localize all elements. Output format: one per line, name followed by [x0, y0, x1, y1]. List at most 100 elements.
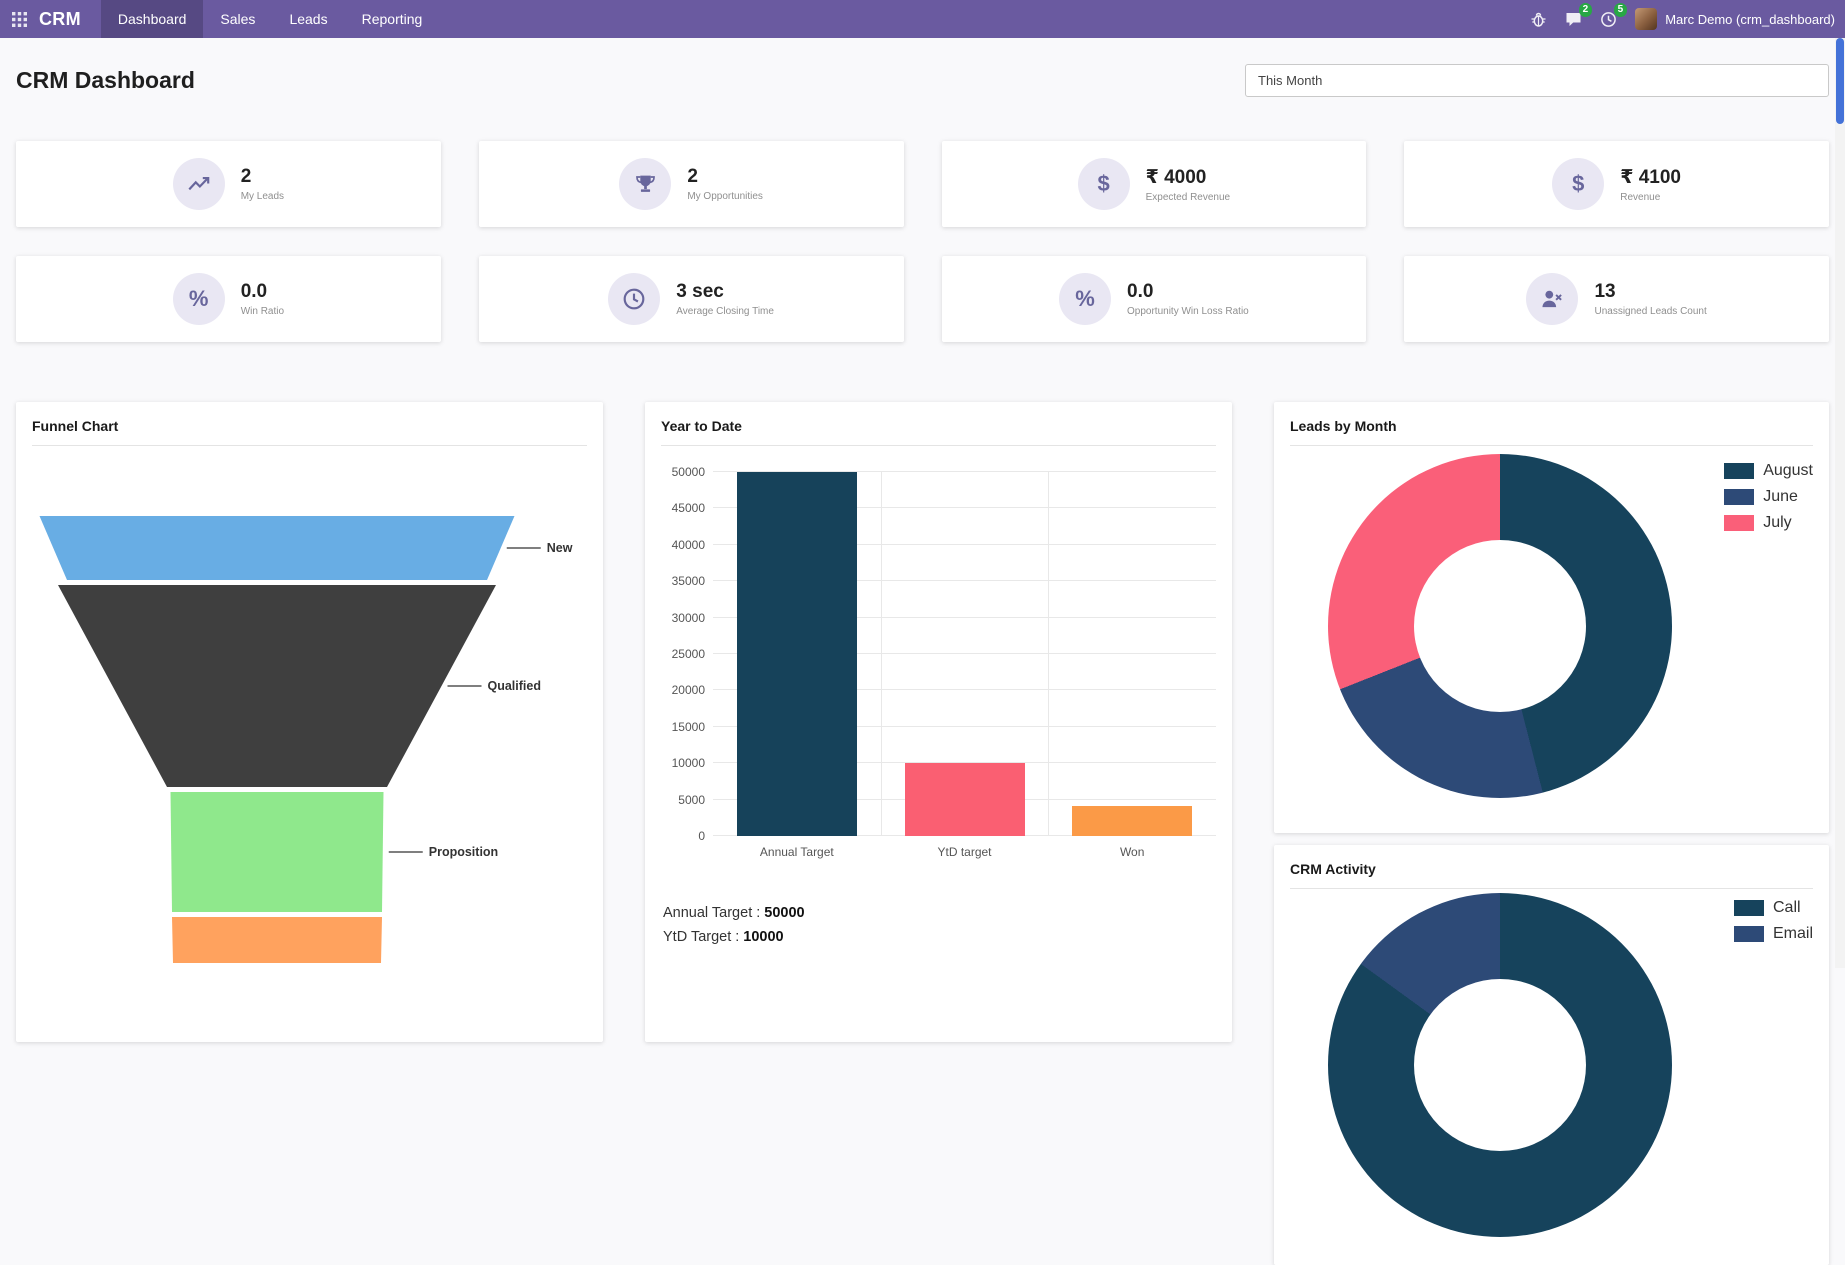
nav-item-dashboard[interactable]: Dashboard: [101, 0, 204, 38]
legend-item[interactable]: Call: [1734, 899, 1813, 917]
period-filter-input[interactable]: [1245, 64, 1829, 97]
bar-ytd-target[interactable]: [905, 763, 1025, 836]
kpi-label: Expected Revenue: [1146, 192, 1231, 203]
apps-grid-icon: [12, 12, 27, 27]
y-tick-label: 0: [661, 829, 705, 843]
leads-legend: August June July: [1724, 462, 1813, 540]
kpi-label: Win Ratio: [241, 306, 284, 317]
percent-icon: %: [189, 286, 209, 312]
y-tick-label: 45000: [661, 501, 705, 515]
y-tick-label: 30000: [661, 611, 705, 625]
scrollbar-track[interactable]: [1835, 38, 1845, 968]
legend-swatch: [1724, 515, 1754, 531]
kpi-card-my-opportunities[interactable]: 2 My Opportunities: [479, 141, 904, 227]
kpi-value: 0.0: [1127, 281, 1249, 303]
funnel-chart-card: Funnel Chart New Qualified Proposition: [16, 402, 603, 1042]
activity-legend: Call Email: [1734, 899, 1813, 951]
page-title: CRM Dashboard: [16, 67, 195, 94]
trophy-icon: [633, 172, 658, 197]
kpi-card-average-closing-time[interactable]: 3 sec Average Closing Time: [479, 256, 904, 342]
avatar: [1635, 8, 1657, 30]
gridline: [1048, 472, 1049, 836]
top-navbar: CRM Dashboard Sales Leads Reporting 2 5: [0, 0, 1845, 38]
kpi-card-opportunity-win-loss-ratio[interactable]: % 0.0 Opportunity Win Loss Ratio: [942, 256, 1367, 342]
legend-label: June: [1763, 488, 1798, 506]
user-menu[interactable]: Marc Demo (crm_dashboard): [1626, 8, 1835, 30]
funnel-stage[interactable]: [172, 917, 382, 963]
bar-annual-target[interactable]: [737, 472, 857, 836]
y-tick-label: 40000: [661, 538, 705, 552]
kpi-card-unassigned-leads[interactable]: 13 Unassigned Leads Count: [1404, 256, 1829, 342]
scrollbar-thumb[interactable]: [1836, 38, 1844, 124]
donut-hole: [1414, 540, 1586, 712]
legend-item[interactable]: July: [1724, 514, 1813, 532]
y-tick-label: 20000: [661, 683, 705, 697]
kpi-card-my-leads[interactable]: 2 My Leads: [16, 141, 441, 227]
legend-label: Call: [1773, 899, 1801, 917]
y-tick-label: 25000: [661, 647, 705, 661]
legend-swatch: [1734, 926, 1764, 942]
funnel-stage-label: Proposition: [429, 845, 498, 859]
legend-swatch: [1734, 900, 1764, 916]
app-title[interactable]: CRM: [39, 0, 101, 38]
bar-footer: Annual Target :50000 YtD Target :10000: [663, 905, 1216, 945]
page-header: CRM Dashboard: [16, 38, 1829, 97]
kpi-label: Opportunity Win Loss Ratio: [1127, 306, 1249, 317]
kpi-card-revenue[interactable]: $ ₹ 4100 Revenue: [1404, 141, 1829, 227]
funnel-chart-title: Funnel Chart: [32, 418, 587, 446]
funnel-stage[interactable]: [40, 516, 515, 580]
leads-by-month-title: Leads by Month: [1290, 418, 1813, 446]
y-tick-label: 5000: [661, 793, 705, 807]
legend-swatch: [1724, 489, 1754, 505]
messages-button[interactable]: 2: [1556, 0, 1591, 38]
activities-badge: 5: [1614, 3, 1628, 17]
messages-badge: 2: [1579, 3, 1593, 17]
activity-donut[interactable]: [1328, 893, 1672, 1237]
nav-item-leads[interactable]: Leads: [272, 0, 344, 38]
kpi-label: My Leads: [241, 191, 284, 202]
annual-target-line: Annual Target :50000: [663, 905, 1216, 921]
leads-donut[interactable]: [1328, 454, 1672, 798]
legend-item[interactable]: Email: [1734, 925, 1813, 943]
kpi-card-win-ratio[interactable]: % 0.0 Win Ratio: [16, 256, 441, 342]
gridline: [881, 472, 882, 836]
debug-button[interactable]: [1521, 0, 1556, 38]
legend-swatch: [1724, 463, 1754, 479]
legend-item[interactable]: August: [1724, 462, 1813, 480]
donut-hole: [1414, 979, 1586, 1151]
y-tick-label: 35000: [661, 574, 705, 588]
x-label: Annual Target: [713, 845, 881, 859]
x-label: Won: [1048, 845, 1216, 859]
bug-icon: [1530, 11, 1547, 28]
page-content: CRM Dashboard 2 My Leads: [0, 38, 1845, 1265]
dollar-icon: $: [1572, 171, 1584, 197]
user-name: Marc Demo (crm_dashboard): [1665, 12, 1835, 27]
kpi-value: 0.0: [241, 281, 284, 303]
apps-menu-button[interactable]: [0, 0, 39, 38]
y-tick-label: 15000: [661, 720, 705, 734]
funnel-svg[interactable]: New Qualified Proposition: [32, 508, 577, 978]
legend-item[interactable]: June: [1724, 488, 1813, 506]
bar-won[interactable]: [1072, 806, 1192, 836]
activities-button[interactable]: 5: [1591, 0, 1626, 38]
kpi-card-expected-revenue[interactable]: $ ₹ 4000 Expected Revenue: [942, 141, 1367, 227]
funnel-stage[interactable]: [58, 585, 496, 787]
funnel-stage[interactable]: [171, 792, 384, 912]
ytd-target-line: YtD Target :10000: [663, 929, 1216, 945]
nav-item-reporting[interactable]: Reporting: [345, 0, 440, 38]
funnel-stage-label: New: [547, 541, 573, 555]
bar-x-labels: Annual Target YtD target Won: [713, 845, 1216, 859]
funnel-stage-label: Qualified: [488, 679, 541, 693]
nav-item-sales[interactable]: Sales: [203, 0, 272, 38]
y-tick-label: 50000: [661, 465, 705, 479]
y-tick-label: 10000: [661, 756, 705, 770]
kpi-label: Average Closing Time: [676, 306, 774, 317]
clock-icon: [621, 286, 647, 312]
kpi-label: My Opportunities: [687, 191, 763, 202]
kpi-value: 2: [241, 166, 284, 188]
kpi-grid: 2 My Leads 2 My Opportunities $: [16, 141, 1829, 342]
